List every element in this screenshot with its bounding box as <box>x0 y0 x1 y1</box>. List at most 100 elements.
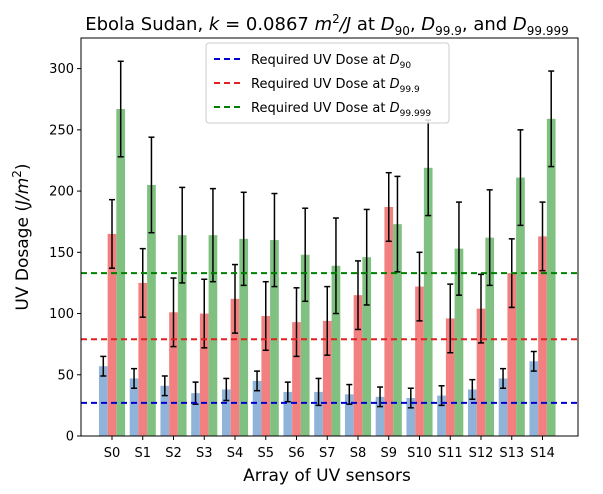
title-unit-sup: 2 <box>332 12 340 26</box>
x-tick-label-S4: S4 <box>227 446 244 461</box>
chart-title: Ebola Sudan, k = 0.0867 m2/J at D90, D99… <box>85 12 569 38</box>
bar-D99999-S13 <box>516 177 525 437</box>
plot-frame <box>80 37 579 437</box>
x-tick-label-S10: S10 <box>407 446 432 461</box>
x-tick-label-S14: S14 <box>530 446 555 461</box>
title-and-text: , and <box>462 14 513 35</box>
title-unit-main: m <box>315 14 333 35</box>
x-tick-label-S11: S11 <box>438 446 463 461</box>
bar-D99999-S2 <box>177 235 187 436</box>
y-tick-label: 250 <box>49 123 74 138</box>
y-label-text: UV Dosage ( <box>13 205 33 311</box>
title-d999: D <box>421 14 435 35</box>
bar-D90-S8 <box>344 394 354 436</box>
title-d90: D <box>381 14 395 35</box>
bar-D999-S8 <box>353 295 363 436</box>
title-k-eq: = 0.0867 <box>219 14 314 35</box>
bar-D999-S3 <box>199 313 209 436</box>
bar-D999-S14 <box>538 236 547 436</box>
bar-D999-S10 <box>415 286 424 436</box>
bar-D999-S6 <box>292 322 301 436</box>
x-axis-label: Array of UV sensors <box>243 466 411 486</box>
y-label-unit-main: J/m <box>13 178 33 208</box>
title-sep1: , <box>410 14 421 35</box>
bar-D90-S2 <box>160 385 170 436</box>
bar-D999-S13 <box>507 273 517 436</box>
bar-D99999-S8 <box>362 257 372 436</box>
y-tick-label: 150 <box>49 246 74 261</box>
bar-D99999-S11 <box>454 248 464 436</box>
bar-D99999-S6 <box>300 254 310 436</box>
x-tick-label-S8: S8 <box>350 446 367 461</box>
bar-D999-S5 <box>261 315 271 436</box>
y-tick-label: 0 <box>66 430 74 445</box>
x-tick-label-S9: S9 <box>380 446 397 461</box>
x-tick-label-S1: S1 <box>134 446 151 461</box>
title-d999-sub: 99.9 <box>435 24 462 38</box>
title-k-symbol: k <box>209 14 221 35</box>
bar-D99999-S9 <box>393 224 402 436</box>
bar-D90-S4 <box>221 389 231 436</box>
bar-D90-S0 <box>98 366 108 436</box>
bar-D999-S11 <box>445 318 455 436</box>
bar-D99999-S5 <box>270 240 279 436</box>
x-tick-label-S6: S6 <box>288 446 305 461</box>
bar-D999-S2 <box>169 312 178 436</box>
bar-D999-S12 <box>476 308 486 436</box>
title-at-text: at <box>351 14 381 35</box>
x-tick-label-S12: S12 <box>469 446 494 461</box>
x-tick-label-S7: S7 <box>319 446 336 461</box>
y-label-unit-sup: 2 <box>10 170 24 178</box>
bars-group <box>98 109 556 437</box>
bar-D99999-S12 <box>485 237 495 436</box>
bar-D99999-S3 <box>208 235 218 436</box>
title-d90-sub: 90 <box>395 24 410 38</box>
x-tick-label-S0: S0 <box>104 446 121 461</box>
bar-D90-S6 <box>283 391 293 436</box>
bar-D99999-S10 <box>423 167 433 436</box>
title-d99999: D <box>513 14 527 35</box>
bar-D999-S9 <box>384 206 394 436</box>
bar-D99999-S4 <box>239 238 249 436</box>
legend: Required UV Dose at D90 Required UV Dose… <box>205 42 450 124</box>
x-tick-label-S2: S2 <box>165 446 182 461</box>
x-tick-label-S3: S3 <box>196 446 213 461</box>
title-prefix: Ebola Sudan, <box>85 14 209 35</box>
y-tick-label: 300 <box>49 62 74 77</box>
x-tick-label-S5: S5 <box>257 446 274 461</box>
bar-D99999-S1 <box>147 184 156 436</box>
y-label-close: ) <box>13 163 33 170</box>
legend-box <box>205 42 450 124</box>
y-tick-label: 50 <box>57 368 74 383</box>
legend-label-d90: Required UV Dose at D90 <box>251 53 411 71</box>
bar-D99999-S7 <box>331 265 341 436</box>
bar-D90-S13 <box>498 378 508 436</box>
bar-D99999-S0 <box>116 109 126 436</box>
x-axis-ticks: S0 S1 S2 S3 S4 S5 S6 S7 S8 S9 S10 S11 S12 S13 S14 <box>104 436 555 461</box>
y-tick-label: 200 <box>49 185 74 200</box>
title-unit-rest: /J <box>338 14 351 35</box>
bar-D90-S1 <box>129 378 139 436</box>
legend-label-d999: Required UV Dose at D99.9 <box>251 77 420 95</box>
bar-D99999-S14 <box>546 118 556 436</box>
legend-label-d99999: Required UV Dose at D99.999 <box>251 101 431 119</box>
y-axis-ticks: 0 50 100 150 200 250 300 <box>49 62 81 445</box>
bar-D90-S10 <box>406 398 416 436</box>
bar-D90-S5 <box>252 380 262 436</box>
bar-D90-S9 <box>375 396 385 436</box>
x-tick-label-S13: S13 <box>499 446 524 461</box>
bar-D90-S7 <box>314 391 323 436</box>
bar-D999-S1 <box>138 282 148 436</box>
bar-D90-S11 <box>437 395 446 436</box>
bar-D90-S12 <box>467 389 477 436</box>
bar-D999-S0 <box>107 233 117 436</box>
y-tick-label: 100 <box>49 307 74 322</box>
bar-D999-S7 <box>322 320 332 436</box>
bar-D90-S3 <box>191 393 200 436</box>
bar-D999-S4 <box>230 298 240 436</box>
reference-lines-group <box>81 272 578 404</box>
title-d99999-sub: 99.999 <box>527 24 569 38</box>
bar-D90-S14 <box>529 361 539 436</box>
y-axis-label: UV Dosage (J/m2) <box>10 163 33 310</box>
